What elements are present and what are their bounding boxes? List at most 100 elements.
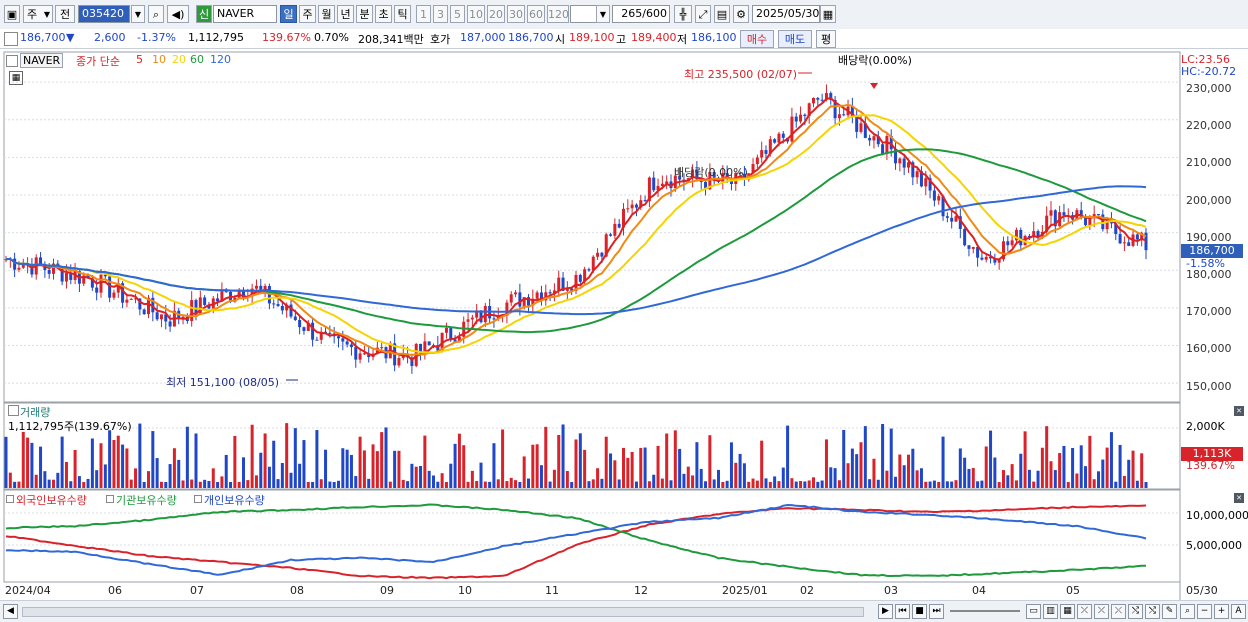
- tool-icon-8[interactable]: ⤭: [1145, 604, 1160, 619]
- volume-bar: [1079, 445, 1083, 488]
- volume-panel-close-icon[interactable]: ✕: [1234, 406, 1244, 416]
- candle-body: [1006, 241, 1010, 246]
- candle-body: [712, 172, 716, 178]
- candle-body: [976, 247, 980, 258]
- candle-body: [224, 291, 228, 293]
- code-dropdown-icon[interactable]: ▼: [131, 5, 145, 23]
- scroll-first-icon[interactable]: ⏮: [895, 604, 910, 619]
- candle-body: [444, 327, 448, 333]
- eval-button[interactable]: 평: [816, 30, 836, 48]
- period-button-3[interactable]: 년: [337, 5, 354, 23]
- period-button-5[interactable]: 초: [375, 5, 392, 23]
- tool-icon-6[interactable]: ⤬: [1111, 604, 1126, 619]
- interval-button-0[interactable]: 1: [416, 5, 431, 23]
- volume-bar: [8, 472, 12, 488]
- interval-button-3[interactable]: 10: [467, 5, 485, 23]
- zoom-slider[interactable]: [950, 610, 1020, 612]
- candle-body: [950, 217, 954, 222]
- candle-body: [1049, 210, 1053, 216]
- period-button-1[interactable]: 주: [299, 5, 316, 23]
- volume-tick: 2,000K: [1186, 420, 1225, 433]
- volume-bar: [311, 481, 315, 488]
- zoom-in-icon[interactable]: +: [1214, 604, 1229, 619]
- candle-body: [220, 291, 224, 302]
- calendar-icon[interactable]: ▦: [820, 5, 836, 23]
- volume-bar: [1140, 453, 1144, 488]
- volume-bar: [1088, 435, 1092, 488]
- interval-button-2[interactable]: 5: [450, 5, 465, 23]
- tool-icon-4[interactable]: ⤫: [1077, 604, 1092, 619]
- interval-button-7[interactable]: 120: [547, 5, 569, 23]
- interval-dropdown-icon[interactable]: ▼: [596, 5, 610, 23]
- tool-icon-3[interactable]: ▦: [1060, 604, 1075, 619]
- period-dropdown[interactable]: 주 ▼: [23, 5, 53, 23]
- stock-code-input[interactable]: 035420: [78, 5, 130, 23]
- volume-bar: [1014, 480, 1018, 488]
- volume-bar: [665, 433, 669, 488]
- interval-button-1[interactable]: 3: [433, 5, 448, 23]
- window-menu-icon[interactable]: ▣: [4, 5, 20, 23]
- tool-icon-1[interactable]: ▭: [1026, 604, 1041, 619]
- save-icon[interactable]: ▤: [714, 5, 730, 23]
- prev-button[interactable]: 전: [55, 5, 75, 23]
- zoom-out-icon[interactable]: −: [1197, 604, 1212, 619]
- grid-icon[interactable]: ▦: [9, 71, 23, 85]
- scroll-bar[interactable]: ◀ ▶ ⏮ ■ ⏭ ▭ ▥ ▦ ⤫ ⤫ ⤬ ⤭ ⤭ ✎ ⌕ − + A: [0, 600, 1248, 622]
- candle-body: [842, 114, 846, 116]
- volume-bar: [1058, 453, 1062, 488]
- tool-icon-5[interactable]: ⤫: [1094, 604, 1109, 619]
- candle-body: [997, 259, 1001, 263]
- interval-button-4[interactable]: 20: [487, 5, 505, 23]
- volume-bar: [634, 481, 638, 488]
- volume-bar: [721, 481, 725, 488]
- speaker-icon[interactable]: ◀): [167, 5, 189, 23]
- volume-panel-toggle[interactable]: [8, 405, 19, 416]
- date-input[interactable]: 2025/05/30: [752, 5, 820, 23]
- period-button-6[interactable]: 틱: [394, 5, 411, 23]
- period-button-2[interactable]: 월: [318, 5, 335, 23]
- stop-icon[interactable]: ■: [912, 604, 927, 619]
- tool-icon-2[interactable]: ▥: [1043, 604, 1058, 619]
- tool-icon-7[interactable]: ⤭: [1128, 604, 1143, 619]
- volume-bar: [652, 474, 656, 488]
- change-percent: -1.37%: [137, 31, 176, 44]
- sell-button[interactable]: 매도: [778, 30, 812, 48]
- gear-icon[interactable]: ⚙: [733, 5, 749, 23]
- candle-body: [475, 310, 479, 318]
- scroll-left-icon[interactable]: ◀: [3, 604, 18, 619]
- legend-toggle-icon[interactable]: [6, 55, 18, 67]
- scroll-track[interactable]: [22, 607, 864, 617]
- zoom-search-icon[interactable]: ⌕: [1180, 604, 1195, 619]
- candle-body: [479, 310, 483, 323]
- volume-bar: [505, 481, 509, 488]
- cross-tool-icon[interactable]: ╬: [674, 5, 692, 23]
- volume-bar: [613, 460, 617, 488]
- period-button-4[interactable]: 분: [356, 5, 373, 23]
- buy-button[interactable]: 매수: [740, 30, 774, 48]
- collapse-icon[interactable]: [4, 32, 18, 46]
- volume-bar: [1114, 481, 1118, 488]
- volume-bar: [842, 429, 846, 488]
- interval-button-5[interactable]: 30: [507, 5, 525, 23]
- volume-bar: [647, 481, 651, 488]
- candle-body: [47, 269, 51, 274]
- zoom-tool-icon[interactable]: ⤢: [695, 5, 711, 23]
- candle-body: [932, 190, 936, 201]
- interval-button-6[interactable]: 60: [527, 5, 545, 23]
- volume-bar: [159, 481, 163, 488]
- scroll-last-icon[interactable]: ⏭: [929, 604, 944, 619]
- volume-bar: [116, 435, 120, 488]
- count-input[interactable]: 265/600: [612, 5, 670, 23]
- period-button-0[interactable]: 일: [280, 5, 297, 23]
- scroll-right-icon[interactable]: ▶: [878, 604, 893, 619]
- holding-panel-close-icon[interactable]: ✕: [1234, 493, 1244, 503]
- font-size-icon[interactable]: A: [1231, 604, 1246, 619]
- stock-name-field[interactable]: NAVER: [213, 5, 277, 23]
- search-icon[interactable]: ⌕: [148, 5, 164, 23]
- candle-body: [272, 303, 276, 305]
- volume-bar: [69, 481, 73, 488]
- candle-body: [993, 258, 997, 263]
- stock-chart[interactable]: [0, 49, 1248, 600]
- tool-icon-9[interactable]: ✎: [1162, 604, 1177, 619]
- candle-body: [781, 133, 785, 138]
